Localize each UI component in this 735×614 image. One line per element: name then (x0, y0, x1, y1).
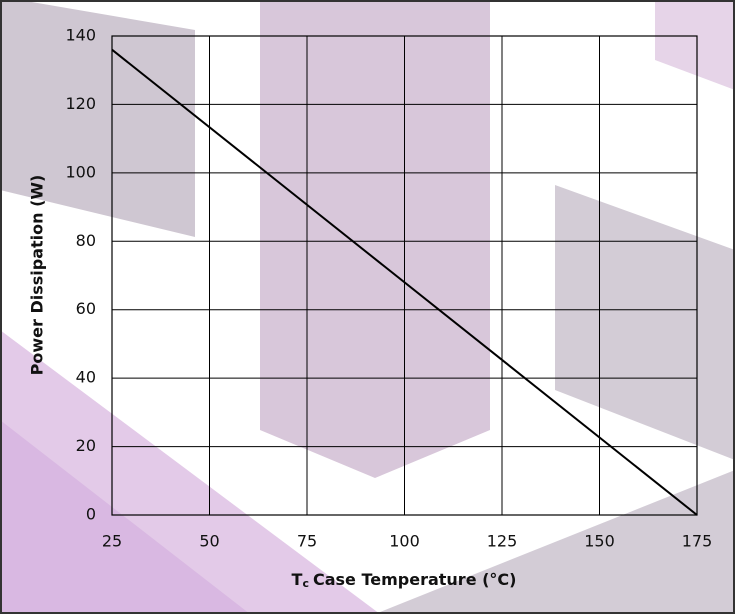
y-tick-label: 20 (76, 436, 96, 455)
y-tick-label: 0 (86, 505, 96, 524)
x-tick-label: 50 (199, 532, 219, 551)
x-tick-label: 25 (102, 532, 122, 551)
x-tick-label: 150 (584, 532, 615, 551)
x-label-subscript: c (302, 577, 309, 590)
x-tick-label: 125 (487, 532, 518, 551)
x-tick-label: 100 (389, 532, 420, 551)
x-label-text: Case Temperature (°C) (313, 570, 517, 589)
x-tick-label: 75 (297, 532, 317, 551)
x-label-symbol: T (292, 570, 303, 589)
y-tick-label: 120 (65, 94, 96, 113)
x-tick-label: 175 (682, 532, 713, 551)
y-tick-label: 40 (76, 368, 96, 387)
y-tick-label: 140 (65, 26, 96, 45)
y-tick-label: 60 (76, 299, 96, 318)
x-axis-label: Tc Case Temperature (°C) (292, 570, 517, 591)
y-axis-label: Power Dissipation (W) (28, 175, 47, 376)
data-line (111, 48, 698, 516)
y-tick-label: 100 (65, 162, 96, 181)
y-tick-label: 80 (76, 231, 96, 250)
